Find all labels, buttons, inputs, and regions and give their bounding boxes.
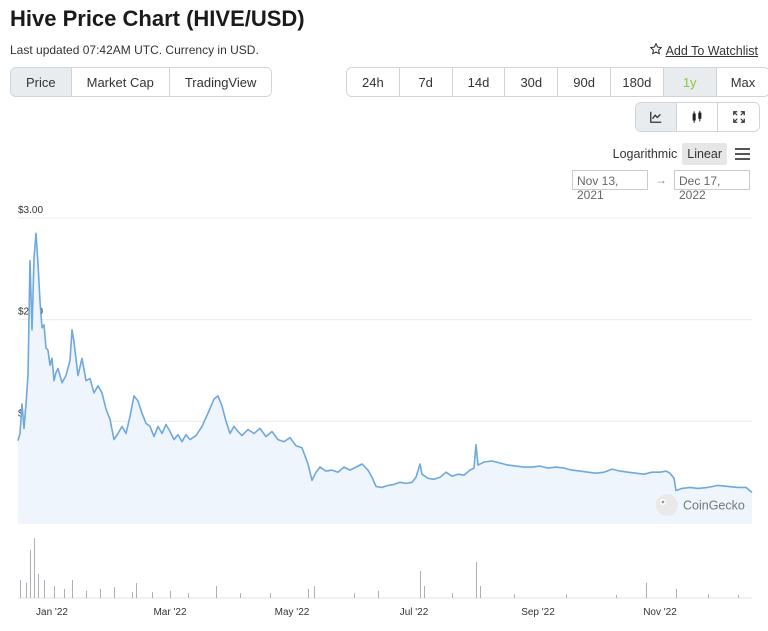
volume-bar	[188, 593, 189, 598]
x-tick-label: May '22	[275, 607, 310, 618]
add-to-watchlist-link[interactable]: Add To Watchlist	[649, 42, 758, 59]
volume-bar	[54, 586, 55, 598]
tab-tradingview[interactable]: TradingView	[169, 68, 272, 96]
volume-bar	[476, 562, 477, 598]
range-7d-button[interactable]: 7d	[399, 68, 453, 96]
volume-bar	[420, 571, 421, 598]
volume-bar	[738, 595, 739, 598]
x-tick-label: Sep '22	[521, 607, 555, 618]
volume-bar	[308, 589, 309, 598]
volume-bar	[44, 580, 45, 598]
date-from-input[interactable]: Nov 13, 2021	[572, 170, 648, 202]
volume-bar	[314, 586, 315, 598]
volume-bar	[64, 589, 65, 598]
range-30d-button[interactable]: 30d	[505, 68, 559, 96]
volume-bar	[240, 593, 241, 598]
range-max-button[interactable]: Max	[716, 68, 768, 96]
date-range: Nov 13, 2021 → Dec 17, 2022	[572, 170, 750, 202]
x-tick-label: Nov '22	[643, 607, 677, 618]
tab-price[interactable]: Price	[11, 68, 72, 96]
y-tick-label: $3.00	[18, 205, 43, 216]
volume-bar	[676, 589, 677, 598]
volume-bar	[452, 593, 453, 598]
volume-bar	[646, 583, 647, 598]
volume-bar	[86, 590, 87, 598]
volume-bar	[20, 580, 21, 598]
volume-bar	[514, 594, 515, 598]
price-line	[17, 232, 753, 494]
volume-bar	[480, 586, 481, 598]
x-tick-label: Jan '22	[36, 607, 68, 618]
linear-option[interactable]: Linear	[682, 143, 727, 165]
volume-bar	[38, 574, 39, 598]
tab-market-cap[interactable]: Market Cap	[71, 68, 170, 96]
volume-bar	[616, 595, 617, 598]
volume-bar	[270, 593, 271, 598]
range-1y-button[interactable]: 1y	[663, 68, 717, 96]
watermark-label: CoinGecko	[683, 499, 745, 513]
volume-bar	[216, 586, 217, 598]
time-range-selector: 24h 7d 14d 30d 90d 180d 1y Max	[346, 67, 768, 97]
x-tick-label: Mar '22	[153, 607, 186, 618]
fullscreen-icon	[732, 111, 745, 123]
range-180d-button[interactable]: 180d	[610, 68, 664, 96]
volume-bar	[132, 592, 133, 598]
date-to-input[interactable]: Dec 17, 2022	[674, 170, 750, 202]
volume-bar	[114, 587, 115, 598]
coingecko-watermark: CoinGecko	[656, 494, 745, 516]
range-14d-button[interactable]: 14d	[452, 68, 506, 96]
volume-bar	[378, 590, 379, 598]
menu-icon[interactable]	[735, 148, 750, 160]
line-chart-icon	[650, 111, 662, 123]
price-chart[interactable]: $3.00$2.00$1.00$0.00 CoinGecko Jan '22Ma…	[0, 195, 768, 631]
star-icon	[649, 42, 663, 59]
logarithmic-option[interactable]: Logarithmic	[612, 147, 678, 161]
volume-bar	[708, 594, 709, 598]
volume-bar	[152, 592, 153, 598]
volume-bar	[30, 550, 31, 598]
candlestick-button[interactable]	[677, 103, 718, 131]
page-title: Hive Price Chart (HIVE/USD)	[10, 6, 305, 31]
date-arrow: →	[655, 173, 667, 187]
range-90d-button[interactable]: 90d	[558, 68, 611, 96]
chart-tabs: Price Market Cap TradingView	[10, 67, 273, 97]
volume-bar	[136, 583, 137, 598]
candlestick-icon	[692, 110, 702, 123]
chart-type-selector	[635, 102, 760, 132]
volume-bar	[100, 589, 101, 598]
volume-bar	[170, 590, 171, 598]
fullscreen-button[interactable]	[718, 103, 759, 131]
volume-bar	[424, 586, 425, 598]
volume-bar	[72, 580, 73, 598]
volume-bar	[566, 594, 567, 598]
volume-bar	[34, 538, 35, 598]
last-updated-text: Last updated 07:42AM UTC. Currency in US…	[10, 43, 259, 57]
range-24h-button[interactable]: 24h	[347, 68, 400, 96]
volume-bar	[354, 593, 355, 598]
scale-toggle: Logarithmic Linear	[608, 143, 750, 165]
watchlist-label: Add To Watchlist	[665, 43, 758, 58]
line-chart-button[interactable]	[636, 103, 677, 131]
price-area-fill	[18, 233, 752, 524]
volume-bar	[26, 583, 27, 598]
x-tick-label: Jul '22	[400, 607, 429, 618]
